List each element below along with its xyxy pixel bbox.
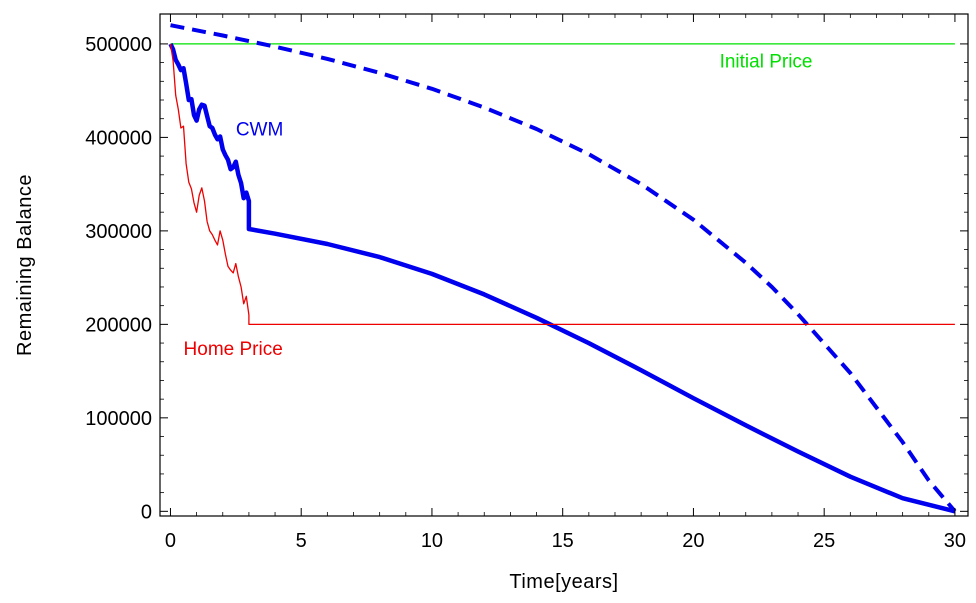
annotations: Initial Price CWM Home Price [184,51,813,360]
x-tick-label: 15 [552,530,574,552]
x-tick-label: 30 [944,530,966,552]
x-tick-label: 20 [682,530,704,552]
y-axis-title: Remaining Balance [14,174,36,356]
series-line-3-thin-solid [169,43,955,326]
y-tick-label: 300000 [85,221,152,243]
y-tick-label: 100000 [85,408,152,430]
y-tick-label: 500000 [85,34,152,56]
y-axis-ticks: 0 100000 200000 300000 400000 500000 [85,34,968,523]
annotation-label: Initial Price [720,51,813,72]
series-line-2-thick-solid [168,42,956,514]
x-tick-label: 5 [296,530,307,552]
y-tick-label: 0 [141,501,152,523]
x-tick-label: 25 [813,530,835,552]
plot-frame [159,13,969,517]
x-axis-title: Time[years] [509,571,618,593]
annotation-label: CWM [236,120,283,141]
y-tick-label: 200000 [85,314,152,336]
annotation-label: Home Price [184,339,283,360]
x-tick-label: 10 [421,530,443,552]
x-tick-label: 0 [165,530,176,552]
y-tick-label: 400000 [85,127,152,149]
series-layer [168,23,957,514]
x-axis-ticks: 0 5 10 15 20 25 30 [165,14,966,552]
series-line-1-dashed [170,23,957,513]
